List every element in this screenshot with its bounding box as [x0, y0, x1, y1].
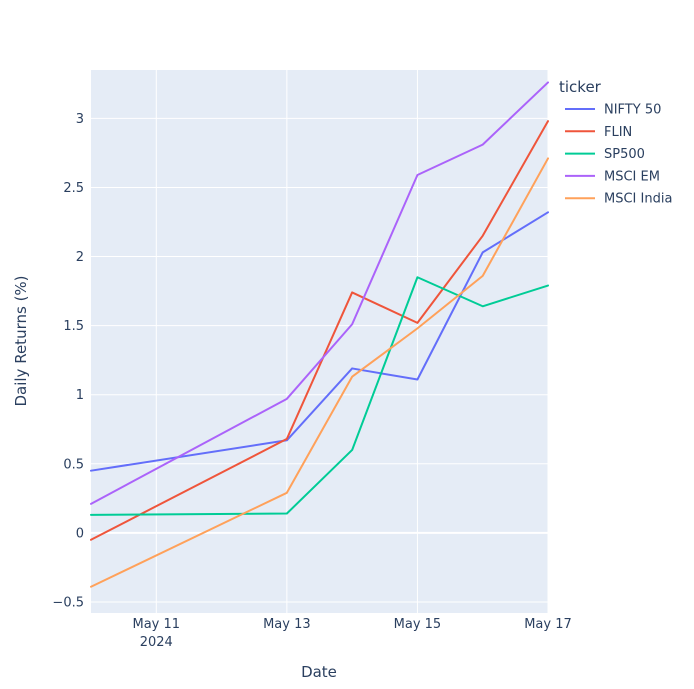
series-line-sp500[interactable] — [90, 276, 549, 516]
legend-item-sp500[interactable]: SP500 — [565, 147, 645, 162]
legend-label: MSCI EM — [604, 169, 660, 184]
series-line-flin[interactable] — [90, 120, 549, 541]
series-line-msci-india[interactable] — [90, 157, 549, 588]
legend: ticker NIFTY 50 FLIN SP500 MSCI EM MSCI Indi… — [559, 78, 672, 207]
legend-item-msci-india[interactable]: MSCI India — [565, 192, 672, 207]
y-tick-label: 0 — [76, 526, 84, 541]
series-line-nifty-50[interactable] — [90, 211, 549, 472]
legend-label: MSCI India — [604, 192, 672, 207]
y-axis-ticks: −0.5 0 0.5 1 1.5 2 2.5 3 — [52, 112, 84, 611]
y-tick-label: 3 — [76, 112, 84, 127]
legend-title: ticker — [559, 78, 602, 96]
plot-background — [91, 70, 548, 613]
legend-label: FLIN — [604, 125, 632, 140]
y-tick-label: 2.5 — [63, 181, 84, 196]
series-line-msci-em[interactable] — [90, 81, 549, 505]
x-tick-label: May 13 — [263, 617, 311, 632]
legend-item-msci-em[interactable]: MSCI EM — [565, 169, 660, 184]
x-axis-ticks: May 11 2024 May 13 May 15 May 17 — [133, 617, 572, 650]
x-tick-label: May 15 — [394, 617, 442, 632]
legend-item-nifty-50[interactable]: NIFTY 50 — [565, 103, 661, 118]
x-tick-year-label: 2024 — [140, 635, 173, 650]
series-lines — [90, 81, 549, 588]
y-tick-label: 1 — [76, 388, 84, 403]
legend-label: NIFTY 50 — [604, 103, 661, 118]
x-axis-title: Date — [301, 663, 337, 681]
legend-label: SP500 — [604, 147, 645, 162]
y-tick-label: 2 — [76, 250, 84, 265]
y-tick-label: 0.5 — [63, 457, 84, 472]
y-tick-label: −0.5 — [52, 595, 84, 610]
y-tick-label: 1.5 — [63, 319, 84, 334]
x-tick-label: May 11 — [133, 617, 181, 632]
legend-item-flin[interactable]: FLIN — [565, 125, 632, 140]
y-axis-title: Daily Returns (%) — [12, 275, 30, 406]
x-tick-label: May 17 — [524, 617, 572, 632]
